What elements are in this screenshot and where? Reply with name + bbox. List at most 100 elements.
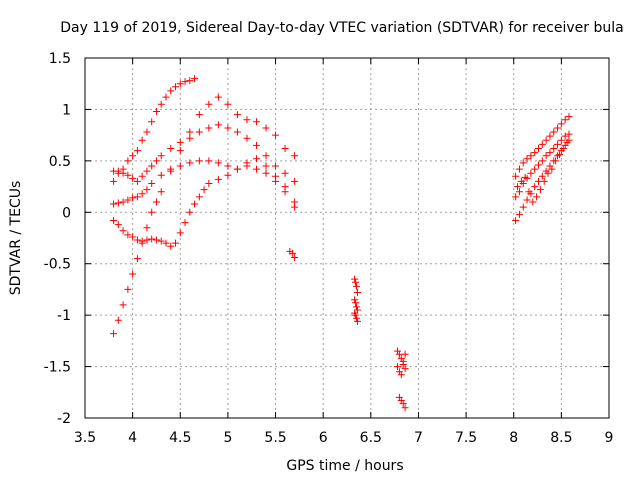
data-point: [351, 296, 359, 304]
data-point: [291, 203, 299, 211]
data-point: [157, 100, 165, 108]
data-point: [243, 159, 251, 167]
data-point: [557, 120, 565, 128]
data-point: [195, 157, 203, 165]
data-point: [554, 152, 562, 160]
data-point: [252, 118, 260, 126]
data-point: [148, 179, 156, 187]
data-point: [262, 124, 270, 132]
data-point: [559, 145, 567, 153]
data-point: [531, 149, 539, 157]
series-track-4: [110, 157, 299, 208]
data-point: [186, 77, 194, 85]
data-point: [546, 149, 554, 157]
series-track-6: [286, 247, 299, 262]
data-point: [291, 152, 299, 160]
data-point: [514, 183, 522, 191]
x-tick-label: 3.5: [74, 430, 96, 446]
data-point: [176, 229, 184, 237]
data-point: [110, 330, 118, 338]
data-point: [353, 282, 361, 290]
series-track-3: [110, 121, 299, 185]
data-point: [233, 128, 241, 136]
data-point: [534, 161, 542, 169]
data-point: [521, 173, 529, 181]
data-point: [397, 371, 405, 379]
data-point: [397, 397, 405, 405]
data-point: [110, 217, 118, 225]
data-point: [519, 203, 527, 211]
data-point: [167, 165, 175, 173]
series-track-12: [514, 138, 571, 206]
data-point: [124, 171, 132, 179]
data-point: [538, 172, 546, 180]
data-point: [561, 141, 569, 149]
data-point: [224, 162, 232, 170]
data-point: [143, 224, 151, 232]
data-point: [186, 134, 194, 142]
data-point: [157, 171, 165, 179]
y-tick-label: 1.5: [49, 51, 71, 67]
data-point: [114, 167, 122, 175]
data-point: [291, 254, 299, 262]
x-tick-label: 4: [128, 430, 137, 446]
data-point: [224, 124, 232, 132]
data-point: [162, 239, 170, 247]
y-tick-label: 0.5: [49, 154, 71, 170]
data-point: [157, 152, 165, 160]
data-point: [393, 363, 401, 371]
data-point: [205, 100, 213, 108]
data-point: [563, 138, 571, 146]
data-point: [214, 175, 222, 183]
data-point: [527, 152, 535, 160]
x-tick-labels: 3.5 4 4.5 5 5.5 6 6.5 7 7.5 8 8.5 9: [74, 430, 614, 446]
data-point: [200, 186, 208, 194]
data-point: [124, 196, 132, 204]
x-tick-label: 8: [509, 430, 518, 446]
data-point: [114, 316, 122, 324]
data-point: [191, 75, 199, 83]
data-point: [181, 78, 189, 86]
data-point: [536, 186, 544, 194]
data-point: [224, 100, 232, 108]
data-point: [133, 193, 141, 201]
data-point: [119, 227, 127, 235]
data-point: [515, 188, 523, 196]
data-point: [119, 169, 127, 177]
data-point: [152, 198, 160, 206]
data-point: [262, 169, 270, 177]
data-point: [512, 172, 520, 180]
data-point: [351, 275, 359, 283]
data-point: [143, 167, 151, 175]
data-point: [138, 136, 146, 144]
chart-title: Day 119 of 2019, Sidereal Day-to-day VTE…: [60, 20, 623, 36]
y-axis-label: SDTVAR / TECUs: [8, 181, 24, 296]
data-point: [133, 255, 141, 263]
y-tick-label: 0: [62, 205, 71, 221]
data-point: [233, 111, 241, 119]
data-point: [353, 303, 361, 311]
axis-ticks: [84, 57, 610, 419]
data-point: [252, 165, 260, 173]
data-point: [546, 162, 554, 170]
data-point: [262, 162, 270, 170]
data-point: [214, 121, 222, 129]
data-point: [523, 196, 531, 204]
data-point: [148, 235, 156, 243]
grid-lines: [85, 58, 609, 418]
y-tick-label: -2: [57, 411, 71, 427]
y-tick-label: -0.5: [44, 257, 71, 273]
data-point: [138, 237, 146, 245]
data-point: [176, 80, 184, 88]
data-point: [186, 128, 194, 136]
data-point: [352, 299, 360, 307]
data-point: [114, 199, 122, 207]
data-point: [195, 111, 203, 119]
data-point: [143, 236, 151, 244]
data-point: [152, 236, 160, 244]
data-point: [148, 162, 156, 170]
data-point: [565, 130, 573, 138]
data-point: [397, 354, 405, 362]
data-point: [281, 145, 289, 153]
data-point: [554, 124, 562, 132]
